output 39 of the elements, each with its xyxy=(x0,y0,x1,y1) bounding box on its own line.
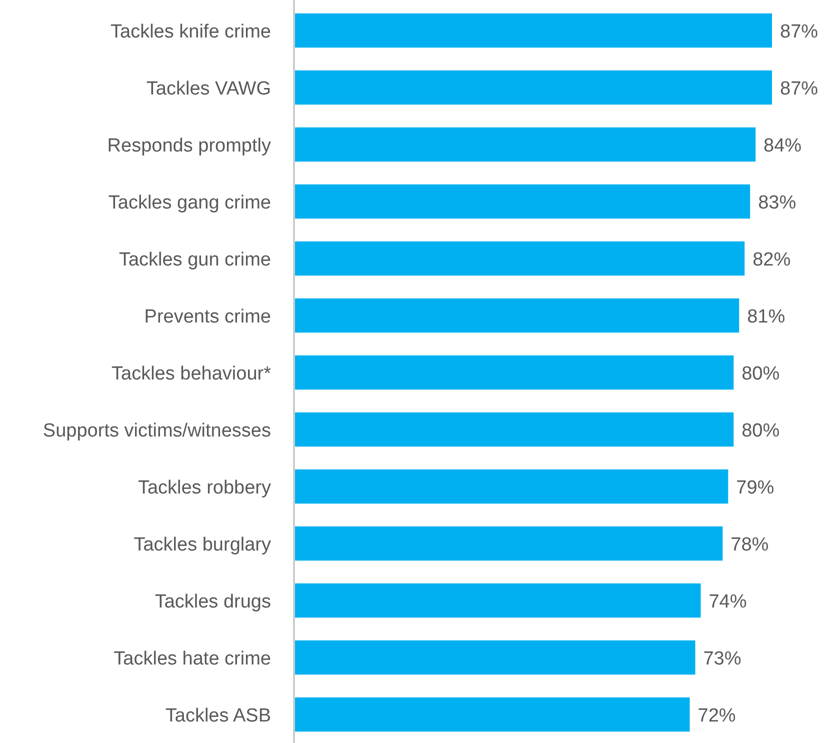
bar xyxy=(295,298,740,333)
bar xyxy=(295,70,772,105)
bar xyxy=(295,127,756,162)
y-tick-label: Tackles VAWG xyxy=(146,78,271,100)
bar xyxy=(295,583,701,618)
data-label: 87% xyxy=(780,78,818,100)
y-tick-label: Tackles gang crime xyxy=(108,192,271,214)
data-label: 82% xyxy=(752,250,791,270)
bar xyxy=(295,697,690,732)
data-label: 79% xyxy=(736,478,774,498)
y-tick-label: Supports victims/witnesses xyxy=(42,420,271,442)
bar xyxy=(295,526,723,561)
bar xyxy=(295,184,750,219)
data-label: 72% xyxy=(698,706,736,726)
y-tick-label: Responds promptly xyxy=(107,136,272,156)
data-label: 78% xyxy=(730,534,769,556)
y-tick-label: Tackles ASB xyxy=(165,706,271,726)
bar xyxy=(295,241,745,276)
data-label: 80% xyxy=(742,364,780,384)
data-label: 81% xyxy=(747,306,786,328)
y-tick-label: Tackles behaviour* xyxy=(112,364,272,384)
bar xyxy=(295,469,728,504)
data-label: 83% xyxy=(758,192,796,214)
y-tick-label: Prevents crime xyxy=(144,306,271,328)
y-tick-label: Tackles hate crime xyxy=(114,648,271,670)
data-label: 80% xyxy=(742,420,780,442)
bar xyxy=(295,640,696,675)
y-tick-label: Tackles gun crime xyxy=(118,250,271,270)
y-tick-label: Tackles drugs xyxy=(154,592,271,612)
y-tick-label: Tackles knife crime xyxy=(110,22,271,42)
y-tick-label: Tackles robbery xyxy=(138,478,272,498)
data-label: 84% xyxy=(764,136,802,156)
bar xyxy=(295,355,734,390)
data-label: 73% xyxy=(703,648,742,670)
bar xyxy=(295,13,772,48)
data-label: 87% xyxy=(780,22,818,42)
bar xyxy=(295,412,734,447)
data-label: 74% xyxy=(708,592,747,612)
y-tick-label: Tackles burglary xyxy=(134,534,272,556)
